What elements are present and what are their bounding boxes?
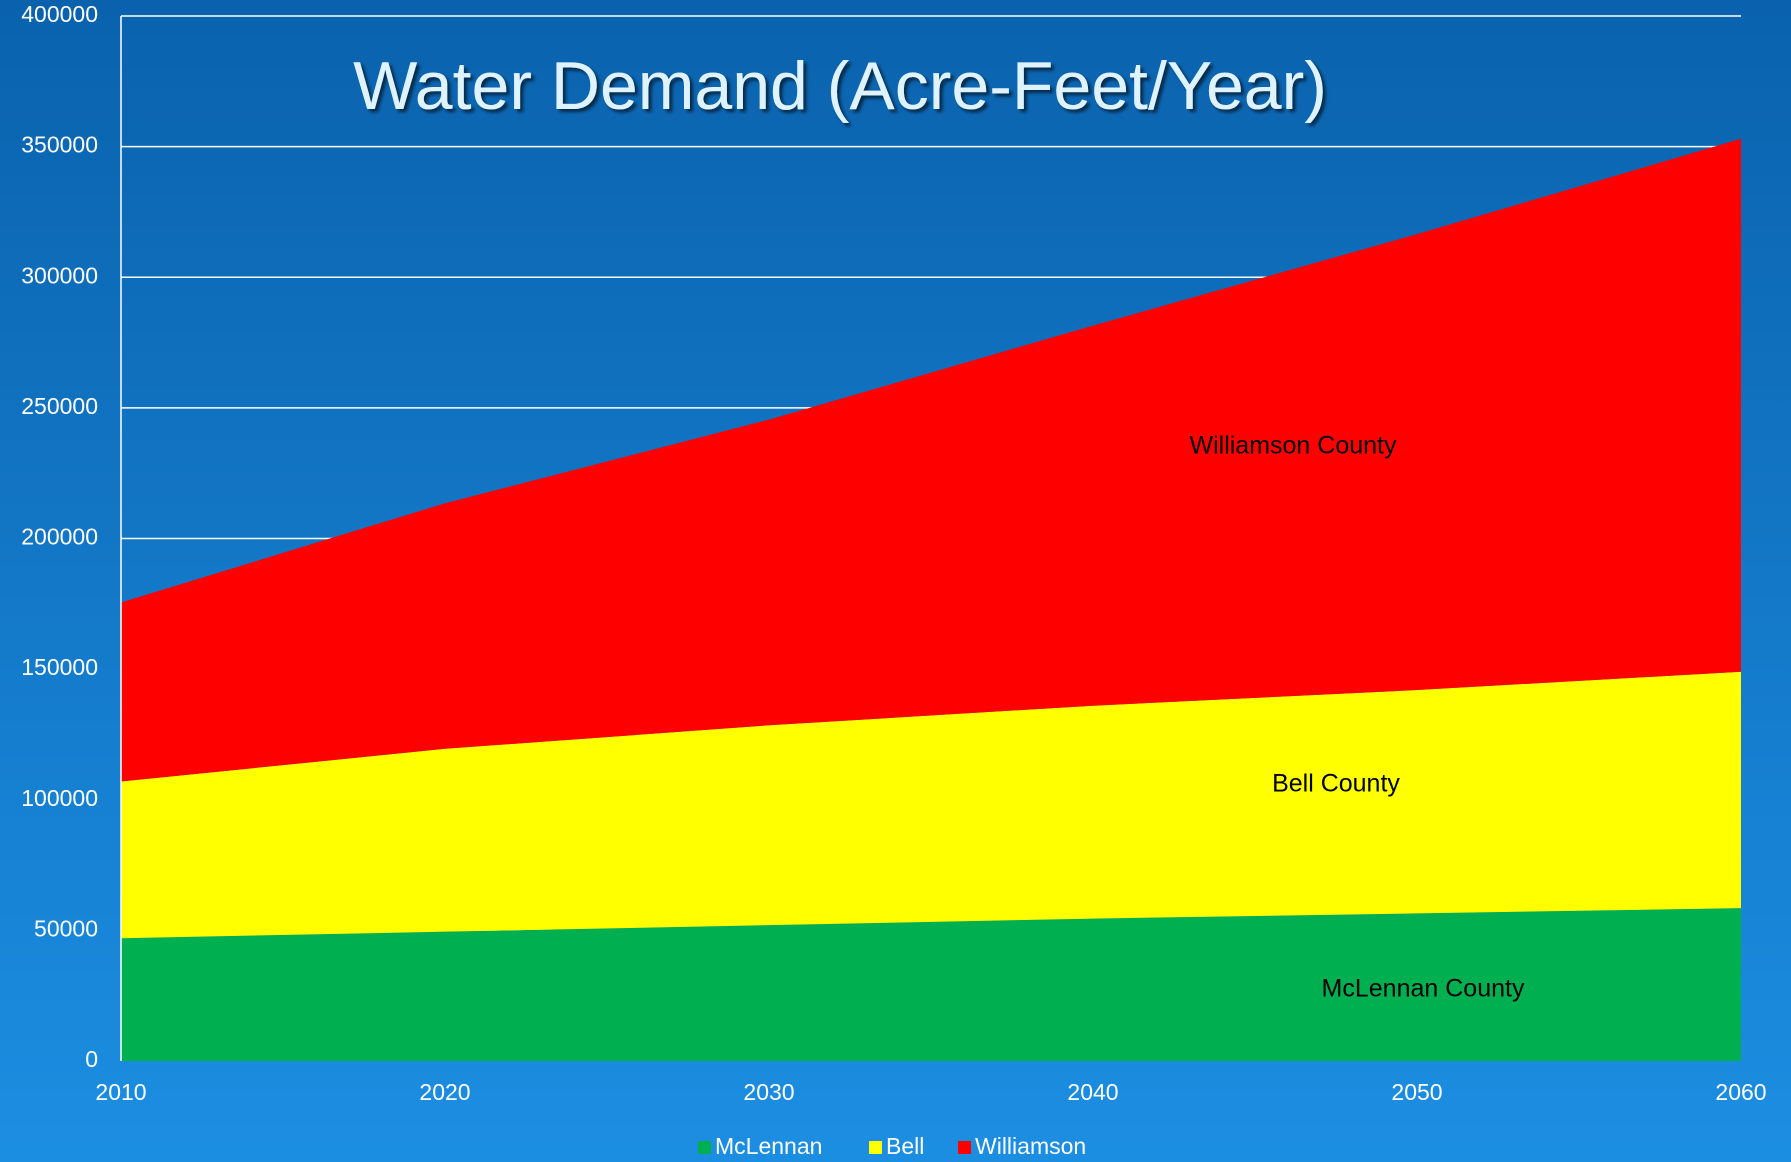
y-tick-label: 300000 xyxy=(21,262,98,288)
y-tick-label: 50000 xyxy=(34,915,98,941)
legend-label: Bell xyxy=(886,1133,924,1159)
annotation: McLennan County xyxy=(1322,975,1525,1003)
legend-swatch xyxy=(698,1141,711,1154)
y-tick-label: 250000 xyxy=(21,393,98,419)
x-tick-label: 2060 xyxy=(1715,1079,1766,1105)
annotation: Williamson County xyxy=(1189,432,1397,460)
area xyxy=(121,908,1741,1061)
area xyxy=(121,671,1741,939)
x-tick-label: 2050 xyxy=(1391,1079,1442,1105)
x-tick-label: 2010 xyxy=(95,1079,146,1105)
y-tick-label: 150000 xyxy=(21,654,98,680)
legend-label: McLennan xyxy=(715,1133,822,1159)
x-tick-label: 2030 xyxy=(743,1079,794,1105)
area xyxy=(121,138,1741,782)
y-tick-label: 400000 xyxy=(21,1,98,27)
legend-swatch xyxy=(958,1141,971,1154)
annotation: Bell County xyxy=(1272,770,1400,798)
plot xyxy=(121,15,1741,1061)
x-tick-label: 2040 xyxy=(1067,1079,1118,1105)
y-tick-label: 0 xyxy=(85,1046,98,1072)
x-tick-label: 2020 xyxy=(419,1079,470,1105)
legend-swatch xyxy=(869,1141,882,1154)
legend-label: Williamson xyxy=(975,1133,1086,1159)
chart-title: Water Demand (Acre-Feet/Year) xyxy=(353,48,1327,124)
y-tick-label: 100000 xyxy=(21,785,98,811)
y-tick-label: 350000 xyxy=(21,132,98,158)
y-tick-label: 200000 xyxy=(21,524,98,550)
